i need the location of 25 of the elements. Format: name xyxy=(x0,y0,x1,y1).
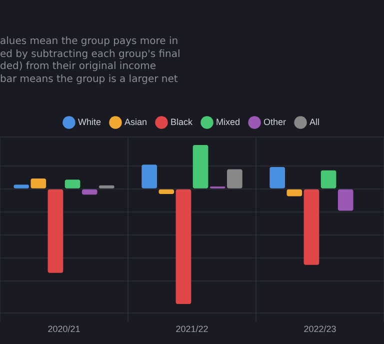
legend-label: All xyxy=(310,116,320,127)
bar xyxy=(304,189,320,265)
legend-label: Mixed xyxy=(216,116,240,127)
bar xyxy=(142,164,158,188)
bar xyxy=(98,185,114,188)
legend-label: Black xyxy=(170,116,194,127)
legend-label: Other xyxy=(264,116,286,127)
x-tick-label: 2021/22 xyxy=(176,324,208,334)
bar xyxy=(158,189,174,194)
bar xyxy=(82,189,98,195)
x-tick-label: 2022/23 xyxy=(304,324,336,334)
legend-label: Asian xyxy=(124,116,147,127)
bar xyxy=(338,189,354,211)
bar xyxy=(192,145,208,188)
bar xyxy=(176,189,192,304)
bar xyxy=(226,169,242,188)
bar xyxy=(270,166,286,188)
chart-subtitle: alues mean the group pays more in ed by subtracting each group's final ded) from their original income bar means the group is a larger net xyxy=(0,36,180,86)
bar xyxy=(320,170,336,188)
bar xyxy=(64,180,80,188)
legend-label: White xyxy=(78,116,101,127)
x-tick-label: 2020/21 xyxy=(48,324,80,334)
bar xyxy=(48,189,64,273)
bar xyxy=(30,178,46,188)
bar xyxy=(286,189,302,196)
